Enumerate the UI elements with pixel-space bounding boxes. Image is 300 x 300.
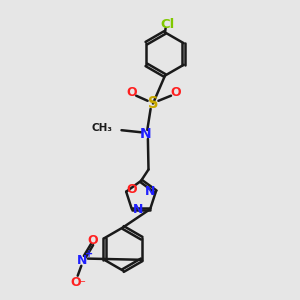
Text: N: N — [133, 203, 143, 216]
Text: +: + — [85, 249, 93, 260]
Text: O: O — [170, 86, 181, 99]
Text: O: O — [126, 183, 137, 196]
Text: Cl: Cl — [160, 17, 175, 31]
Text: N: N — [145, 184, 155, 198]
Text: N: N — [77, 254, 88, 268]
Text: CH₃: CH₃ — [92, 123, 112, 133]
Text: S: S — [148, 96, 158, 111]
Text: N: N — [140, 127, 151, 140]
Text: O: O — [126, 86, 137, 99]
Text: ⁻: ⁻ — [80, 279, 85, 289]
Text: O: O — [87, 234, 98, 247]
Text: O: O — [70, 276, 81, 290]
